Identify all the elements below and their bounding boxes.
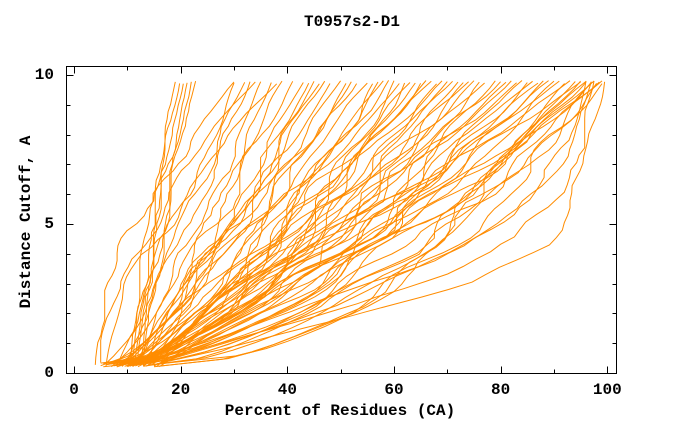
x-tick-label: 60 (384, 381, 404, 399)
model-curve (100, 81, 256, 363)
model-curve (153, 80, 443, 364)
x-tick-label: 80 (491, 381, 511, 399)
chart-title: T0957s2-D1 (303, 13, 401, 31)
model-curve (161, 81, 581, 364)
model-curve (94, 81, 235, 365)
model-curve (105, 83, 278, 367)
model-curve (132, 83, 400, 364)
model-curve (137, 80, 595, 366)
model-curve (111, 81, 379, 364)
model-curve (113, 82, 310, 366)
model-curve (121, 80, 544, 366)
model-curve (116, 81, 459, 364)
model-curve (142, 83, 320, 366)
model-curve (124, 80, 512, 364)
model-curve (143, 80, 571, 366)
model-curve (164, 83, 603, 364)
model-curve (135, 82, 485, 364)
model-curve (116, 82, 235, 367)
x-tick-label: 100 (592, 381, 622, 399)
model-curve (132, 82, 304, 367)
model-curve (142, 80, 197, 366)
model-curve (129, 81, 176, 365)
model-curve (153, 81, 592, 366)
model-curve (145, 81, 501, 367)
model-curve (137, 81, 262, 365)
y-tick-label: 10 (34, 66, 54, 84)
model-curve (127, 80, 427, 368)
model-curve (110, 81, 294, 368)
model-curve (152, 80, 595, 364)
model-curve (148, 80, 603, 364)
model-curve (129, 83, 437, 367)
model-curve (137, 80, 475, 368)
x-axis-label: Percent of Residues (CA) (224, 402, 456, 420)
model-curve (143, 82, 411, 367)
model-curve (108, 83, 347, 365)
model-curve (116, 81, 576, 364)
y-tick-label: 0 (44, 364, 54, 382)
model-curve (134, 83, 184, 364)
x-tick-label: 0 (69, 381, 79, 399)
model-curve (105, 81, 251, 364)
y-axis-label: Distance Cutoff, A (17, 135, 35, 309)
y-tick-label: 5 (44, 215, 54, 233)
model-curve (108, 80, 395, 364)
model-curve (126, 82, 246, 365)
model-curve (127, 80, 523, 364)
model-curve (148, 80, 283, 365)
model-curve (121, 82, 272, 366)
model-curve (148, 80, 581, 366)
model-curve (108, 82, 528, 365)
model-curve (100, 80, 496, 364)
model-curve (156, 81, 606, 365)
model-curve (126, 83, 358, 367)
x-tick-label: 20 (171, 381, 191, 399)
model-curve (153, 83, 598, 368)
model-curve (121, 80, 326, 367)
x-tick-label: 40 (277, 381, 297, 399)
model-curve (105, 81, 592, 365)
model-curve (124, 81, 600, 367)
model-curve (124, 82, 464, 367)
model-curve (143, 81, 587, 367)
model-curve (135, 82, 539, 367)
model-curve (140, 82, 368, 364)
model-curve (140, 80, 533, 364)
model-curve (140, 80, 587, 364)
